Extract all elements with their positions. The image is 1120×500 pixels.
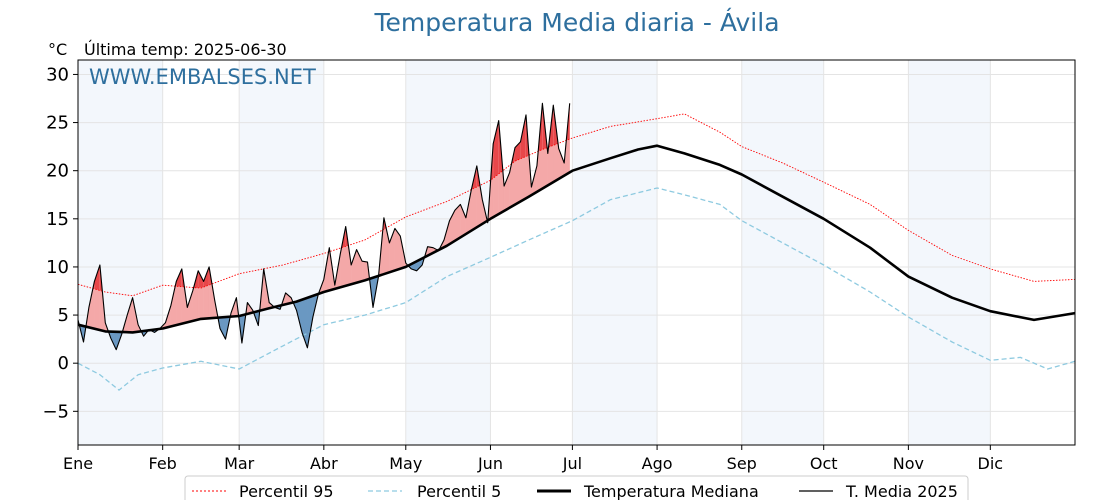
fill-above-median [558,148,565,180]
y-axis: 30 25 20 15 10 5 0 −5 [42,64,78,422]
month-shade-Nov [908,60,991,445]
month-shade-Mar [239,60,324,445]
x-tick-label-Oct: Oct [810,454,838,473]
fill-above-p95 [520,114,526,159]
x-tick-label-May: May [389,454,422,473]
y-tick-label-3: 15 [46,209,69,230]
y-tick-label-6: 0 [58,353,69,374]
fill-above-p95 [94,265,100,291]
y-tick-label-0: 30 [46,64,69,85]
legend-label-2025: T. Media 2025 [845,482,958,500]
x-tick-label-Ene: Ene [63,454,93,473]
x-tick-label-Feb: Feb [149,454,177,473]
month-shade-Jul [572,60,658,445]
y-tick-label-2: 20 [46,161,69,182]
month-shade-Sep [741,60,824,445]
x-tick-label-Sep: Sep [727,454,757,473]
plot-frame [77,59,1076,446]
x-tick-label-Mar: Mar [224,454,255,473]
x-tick-label-Nov: Nov [893,454,924,473]
line-percentil-95 [77,113,1076,297]
x-tick-label-Jun: Jun [477,454,503,473]
line-media-2025 [77,102,571,351]
legend-label-median: Temperatura Mediana [583,482,759,500]
line-mediana [77,144,1076,334]
legend: Percentil 95 Percentil 5 Temperatura Med… [184,475,969,500]
x-tick-label-Dic: Dic [978,454,1004,473]
x-tick-label-Ago: Ago [642,454,673,473]
month-shade-Ene [78,60,163,445]
month-shade-May [405,60,491,445]
fill-above-median [361,260,368,282]
line-percentil-5 [77,187,1076,391]
fill-below-median [219,316,226,340]
y-tick-label-7: −5 [42,401,69,422]
y-tick-label-1: 25 [46,113,69,134]
series-lines [77,102,1076,391]
y-tick-label-5: 5 [58,305,69,326]
x-axis: Ene Feb Mar Abr May Jun Jul Ago Sep Oct Nov Dic [63,445,1003,473]
legend-box [184,475,969,500]
legend-label-p5: Percentil 5 [417,482,501,500]
month-shading [78,60,991,445]
x-tick-label-Jul: Jul [562,454,582,473]
watermark: WWW.EMBALSES.NET [89,65,316,89]
fill-above-median [350,249,357,285]
unit-label: °C [48,40,67,59]
chart-title: Temperatura Media diaria - Ávila [373,8,779,37]
legend-label-p95: Percentil 95 [239,482,334,500]
y-tick-label-4: 10 [46,257,69,278]
last-temp-label: Última temp: 2025-06-30 [84,40,287,59]
fill-above-p95 [198,270,204,288]
fill-above-p95 [493,120,499,179]
x-tick-label-Abr: Abr [310,454,338,473]
